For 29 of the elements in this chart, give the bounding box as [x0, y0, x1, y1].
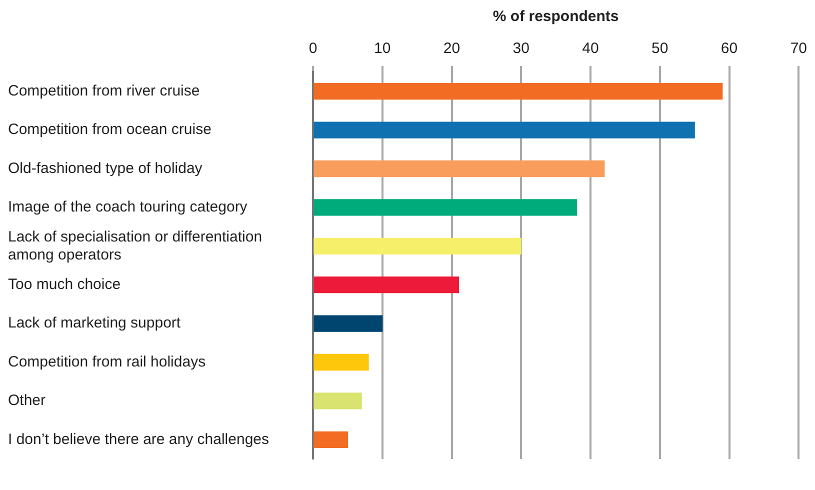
x-tick-label: 50: [652, 40, 668, 58]
y-tick-label: Lack of marketing support: [8, 314, 182, 332]
y-tick-label: I don’t believe there are any challenges: [8, 430, 270, 448]
x-tick-label: 20: [443, 40, 460, 58]
x-tick-label: 70: [790, 40, 807, 58]
x-tick-label: 60: [720, 40, 738, 58]
y-tick-label: Too much choice: [8, 276, 121, 293]
x-tick-label: 30: [512, 40, 530, 58]
y-tick-label: Lack of specialisation or differentiation among operators: [8, 228, 262, 264]
x-tick-label: 10: [374, 40, 391, 58]
y-tick-label: Competition from rail holidays: [8, 353, 206, 370]
y-tick-label: Image of the coach touring category: [8, 198, 248, 216]
bar: [314, 276, 460, 294]
y-tick-label: Old-fashioned type of holiday: [8, 160, 203, 177]
bar: [314, 160, 605, 178]
y-tick-label: Competition from river cruise: [8, 82, 200, 100]
bar: [314, 238, 522, 254]
y-tick-label: Competition from ocean cruise: [8, 121, 212, 138]
bar: [314, 83, 723, 100]
bar: [314, 431, 348, 448]
bar: [314, 199, 577, 216]
bar: [314, 354, 369, 371]
bar: [314, 392, 362, 410]
x-tick-label: 0: [308, 40, 318, 58]
x-axis-title: % of respondents: [492, 8, 619, 26]
bar: [314, 122, 695, 138]
bar: [314, 315, 383, 332]
x-tick-label: 40: [582, 40, 599, 58]
y-tick-label: Other: [8, 392, 46, 410]
